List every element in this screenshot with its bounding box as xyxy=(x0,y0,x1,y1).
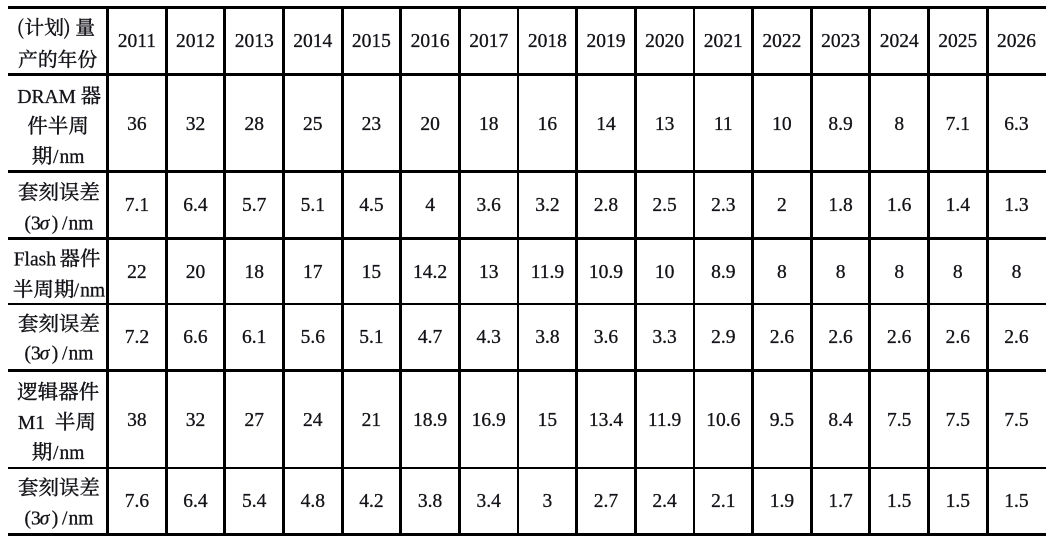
svg-text:nm: nm xyxy=(60,443,85,464)
svg-text:/: / xyxy=(74,280,80,301)
svg-text:σ: σ xyxy=(40,509,51,530)
svg-text:Flash: Flash xyxy=(14,250,57,271)
svg-text:(3: (3 xyxy=(25,213,41,234)
svg-text:(3: (3 xyxy=(25,509,41,530)
svg-text:nm: nm xyxy=(69,343,94,364)
svg-text:σ: σ xyxy=(40,343,51,364)
svg-text:/: / xyxy=(53,443,59,464)
svg-text:(3: (3 xyxy=(25,343,41,364)
svg-text:σ: σ xyxy=(40,213,51,234)
svg-text:nm: nm xyxy=(80,280,105,301)
svg-text:M1: M1 xyxy=(18,413,45,434)
svg-text:/: / xyxy=(62,213,68,234)
svg-text:): ) xyxy=(52,343,59,364)
svg-text:nm: nm xyxy=(60,147,85,168)
svg-text:): ) xyxy=(52,213,59,234)
svg-text:nm: nm xyxy=(69,509,94,530)
svg-text:/: / xyxy=(62,343,68,364)
svg-text:DRAM: DRAM xyxy=(17,87,76,108)
svg-text:/: / xyxy=(62,509,68,530)
svg-text:/: / xyxy=(53,147,59,168)
svg-text:nm: nm xyxy=(69,213,94,234)
svg-text:): ) xyxy=(52,509,59,530)
